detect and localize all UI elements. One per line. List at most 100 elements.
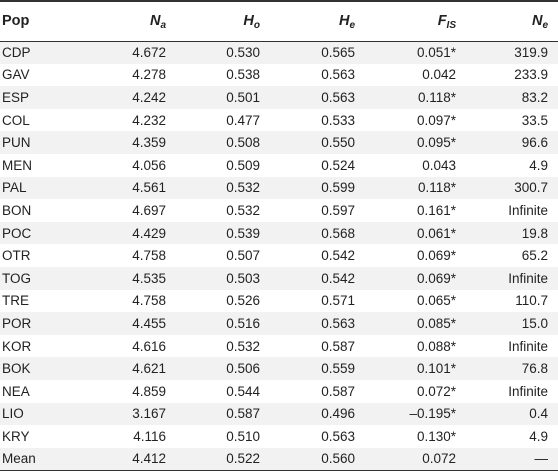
cell-fis: 0.130*: [416, 428, 456, 444]
cell-ne: Infinite: [508, 270, 548, 286]
cell-ho: 0.530: [226, 45, 260, 61]
cell-pop: OTR: [2, 248, 31, 264]
table-row: GAV 4.278 0.538 0.563 0.042 233.9: [0, 63, 558, 87]
table-row: TOG 4.535 0.503 0.542 0.069* Infinite: [0, 266, 558, 290]
table-row: Mean 4.412 0.522 0.560 0.072—: [0, 447, 558, 471]
table-row: TRE 4.758 0.526 0.571 0.065* 110.7: [0, 289, 558, 313]
table-row: POR 4.455 0.516 0.563 0.085* 15.0: [0, 312, 558, 335]
cell-pop: TRE: [2, 293, 29, 309]
header-ne: Ne: [466, 0, 558, 42]
cell-na: 4.056: [132, 157, 166, 173]
cell-na: 4.455: [132, 315, 166, 331]
table-row: OTR 4.758 0.507 0.542 0.069* 65.2: [0, 244, 558, 267]
cell-ne: 15.0: [521, 315, 548, 331]
cell-pop: ESP: [2, 89, 30, 105]
cell-ho: 0.532: [226, 338, 260, 354]
header-fis: FIS: [365, 0, 466, 42]
cell-pop: POC: [2, 225, 32, 241]
cell-fis: 0.085*: [416, 315, 456, 331]
cell-ne: 300.7: [514, 180, 548, 196]
cell-ho: 0.532: [226, 202, 260, 218]
header-he-base: H: [338, 13, 350, 30]
cell-fis: –0.195*: [409, 406, 456, 422]
table-row: NEA 4.859 0.544 0.587 0.072* Infinite: [0, 379, 558, 403]
cell-pop: GAV: [2, 67, 30, 83]
cell-ne: 319.9: [514, 45, 548, 61]
cell-he: 0.563: [321, 315, 355, 331]
cell-ne: Infinite: [508, 338, 548, 354]
cell-ne: 33.5: [521, 112, 548, 128]
cell-ho: 0.516: [226, 315, 260, 331]
cell-ho: 0.587: [226, 406, 260, 422]
cell-na: 4.535: [132, 270, 166, 286]
table-body: CDP 4.672 0.530 0.565 0.051* 319.9 GAV 4.278 0.5…: [0, 41, 558, 471]
cell-na: 4.278: [132, 67, 166, 83]
cell-ne: 19.8: [521, 225, 548, 241]
cell-he: 0.563: [321, 428, 355, 444]
cell-na: 4.758: [132, 293, 166, 309]
header-na: Na: [82, 0, 176, 42]
cell-he: 0.542: [321, 248, 355, 264]
header-na-base: N: [149, 13, 161, 30]
header-ne-sub: e: [542, 20, 548, 32]
cell-ne: 0.4: [529, 406, 548, 422]
table-row: PUN 4.359 0.508 0.550 0.095* 96.6: [0, 131, 558, 154]
cell-pop: BOK: [2, 361, 31, 377]
table-row: CDP 4.672 0.530 0.565 0.051* 319.9: [0, 41, 558, 64]
cell-he: 0.559: [321, 361, 355, 377]
cell-fis: 0.069*: [416, 248, 456, 264]
cell-ne: 96.6: [521, 135, 548, 151]
cell-pop: PUN: [2, 135, 31, 151]
table-row: BON 4.697 0.532 0.597 0.161* Infinite: [0, 199, 558, 222]
cell-ne: 4.9: [529, 428, 548, 444]
cell-he: 0.599: [321, 180, 355, 196]
cell-he: 0.571: [321, 293, 355, 309]
cell-ho: 0.509: [226, 157, 260, 173]
header-na-sub: a: [160, 20, 166, 32]
cell-he: 0.565: [321, 45, 355, 61]
cell-he: 0.542: [321, 270, 355, 286]
cell-ne: 233.9: [514, 67, 548, 83]
cell-ho: 0.526: [226, 293, 260, 309]
cell-ho: 0.544: [226, 383, 260, 399]
header-pop: Pop: [0, 0, 82, 42]
cell-na: 4.697: [132, 202, 166, 218]
cell-ne: 83.2: [521, 89, 548, 105]
cell-ne: Infinite: [508, 202, 548, 218]
cell-ne: 76.8: [521, 361, 548, 377]
cell-he: 0.550: [321, 135, 355, 151]
cell-na: 4.616: [132, 338, 166, 354]
cell-ho: 0.508: [226, 135, 260, 151]
cell-ho: 0.539: [226, 225, 260, 241]
header-ho: Ho: [176, 0, 270, 42]
cell-pop: TOG: [2, 270, 32, 286]
cell-pop: KOR: [2, 338, 32, 354]
header-fis-base: F: [437, 13, 447, 30]
cell-ho: 0.532: [226, 180, 260, 196]
cell-fis: 0.061*: [416, 225, 456, 241]
cell-na: 4.429: [132, 225, 166, 241]
cell-na: 4.561: [132, 180, 166, 196]
table-row: KRY 4.116 0.510 0.563 0.130* 4.9: [0, 425, 558, 448]
table-header: Pop Na Ho He FIS Ne: [0, 0, 558, 42]
cell-fis: 0.051*: [416, 45, 456, 61]
cell-ne: Infinite: [508, 383, 548, 399]
cell-ho: 0.510: [226, 428, 260, 444]
cell-he: 0.524: [321, 157, 355, 173]
cell-he: 0.563: [321, 67, 355, 83]
table-row: PAL 4.561 0.532 0.599 0.118* 300.7: [0, 176, 558, 200]
cell-pop: CDP: [2, 45, 31, 61]
cell-fis: 0.095*: [416, 135, 456, 151]
header-row: Pop Na Ho He FIS Ne: [0, 0, 558, 42]
cell-ne: 110.7: [515, 293, 548, 309]
cell-na: 4.359: [132, 135, 166, 151]
cell-ho: 0.477: [226, 112, 260, 128]
header-ho-base: H: [243, 13, 254, 30]
cell-fis: 0.069*: [416, 270, 456, 286]
cell-he: 0.587: [321, 383, 355, 399]
table-row: KOR 4.616 0.532 0.587 0.088* Infinite: [0, 334, 558, 358]
cell-he: 0.533: [321, 112, 355, 128]
cell-he: 0.587: [321, 338, 355, 354]
cell-pop: PAL: [2, 180, 27, 196]
